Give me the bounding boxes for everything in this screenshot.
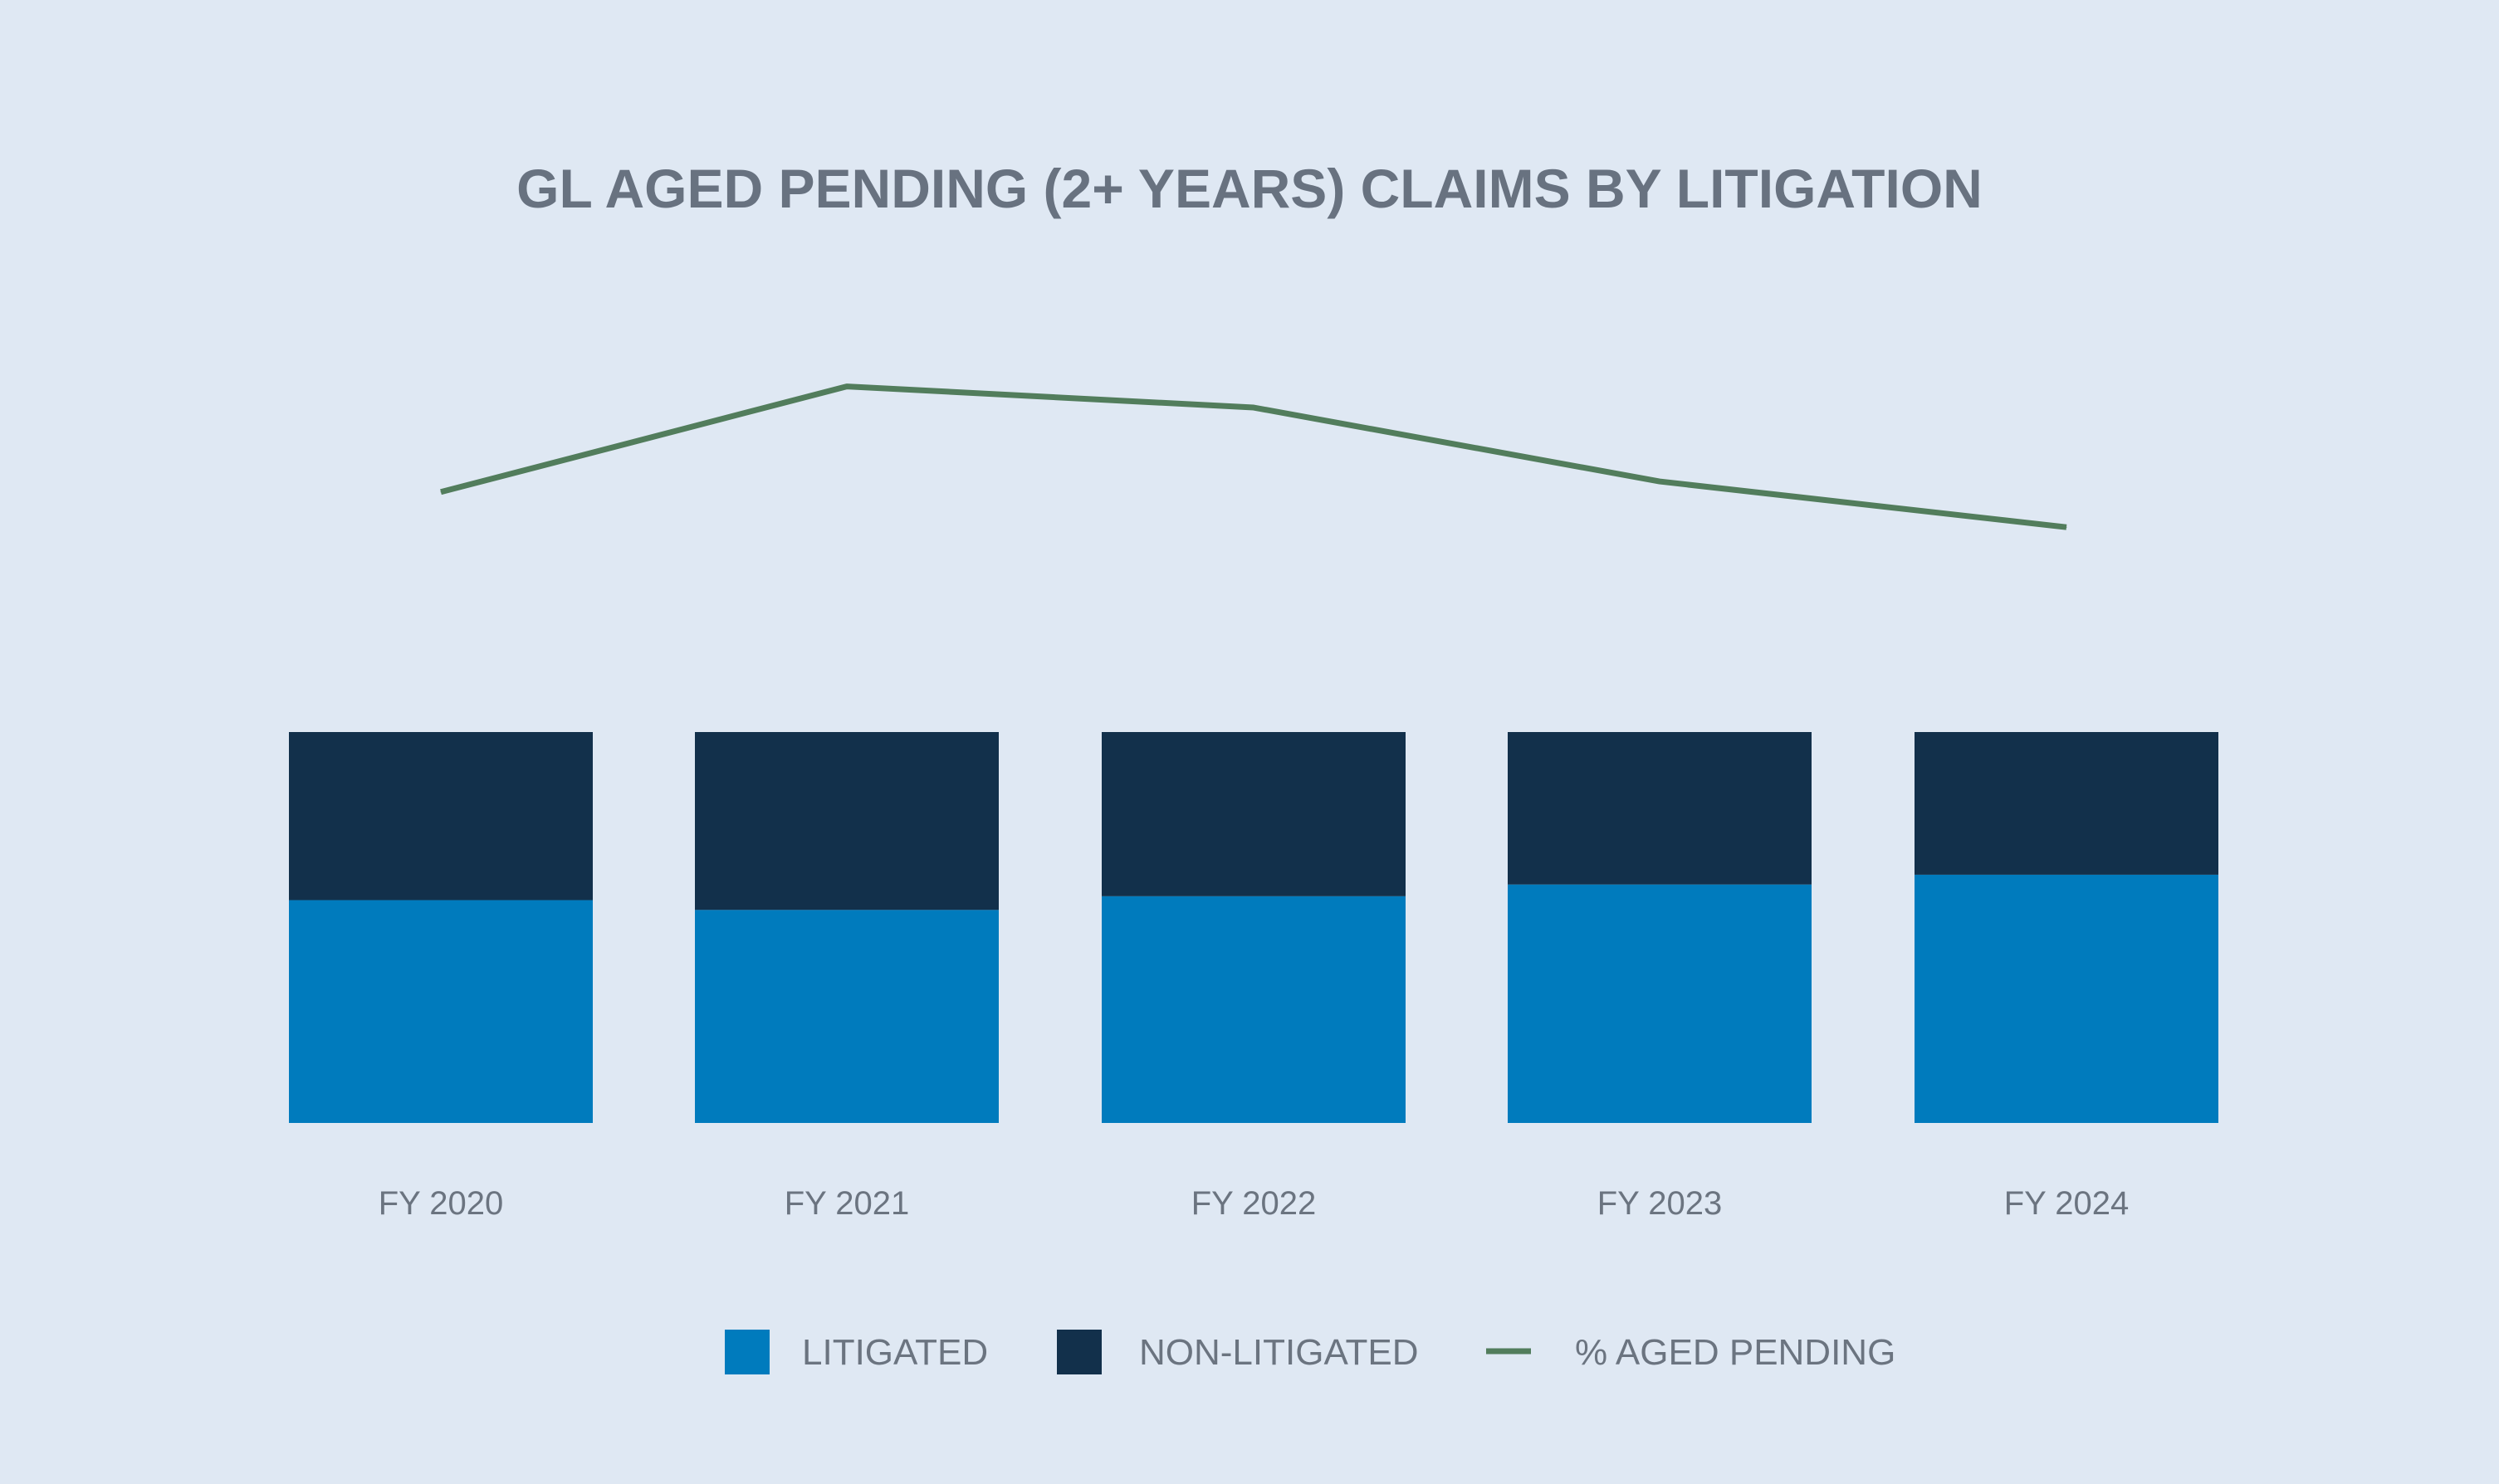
legend-label: % AGED PENDING [1575,1332,1895,1373]
bar-non-litigated-5 [1915,732,2218,875]
legend-swatch-litigated [725,1330,770,1374]
aged-pending-point-1 [440,491,442,493]
legend-swatch-non-litigated [1057,1330,1102,1374]
bar-non-litigated-3 [1102,732,1406,896]
bar-litigated-2 [695,910,999,1123]
x-tick-label: FY 2022 [1191,1185,1317,1222]
x-tick-label: FY 2021 [785,1185,910,1222]
legend-label: NON-LITIGATED [1139,1332,1419,1373]
bar-non-litigated-4 [1508,732,1812,885]
x-tick-label: FY 2023 [1597,1185,1723,1222]
legend: LITIGATED NON-LITIGATED % AGED PENDING [725,1330,1895,1374]
x-axis-ticks: FY 2020 FY 2021 FY 2022 FY 2023 FY 2024 [379,1185,2130,1222]
x-tick-label: FY 2020 [379,1185,504,1222]
bar-litigated-4 [1508,884,1812,1123]
chart-title: GL AGED PENDING (2+ YEARS) CLAIMS BY LIT… [516,158,1983,219]
bar-litigated-3 [1102,896,1406,1123]
legend-label: LITIGATED [802,1332,988,1373]
bar-litigated-5 [1915,874,2218,1123]
line-group [440,383,2067,530]
bar-litigated-1 [289,900,593,1123]
bar-non-litigated-2 [695,732,999,910]
bar-non-litigated-1 [289,732,593,901]
x-tick-label: FY 2024 [2004,1185,2130,1222]
aged-pending-point-5 [2066,526,2067,528]
aged-pending-point-2 [846,386,848,388]
bars-group [289,732,2218,1123]
